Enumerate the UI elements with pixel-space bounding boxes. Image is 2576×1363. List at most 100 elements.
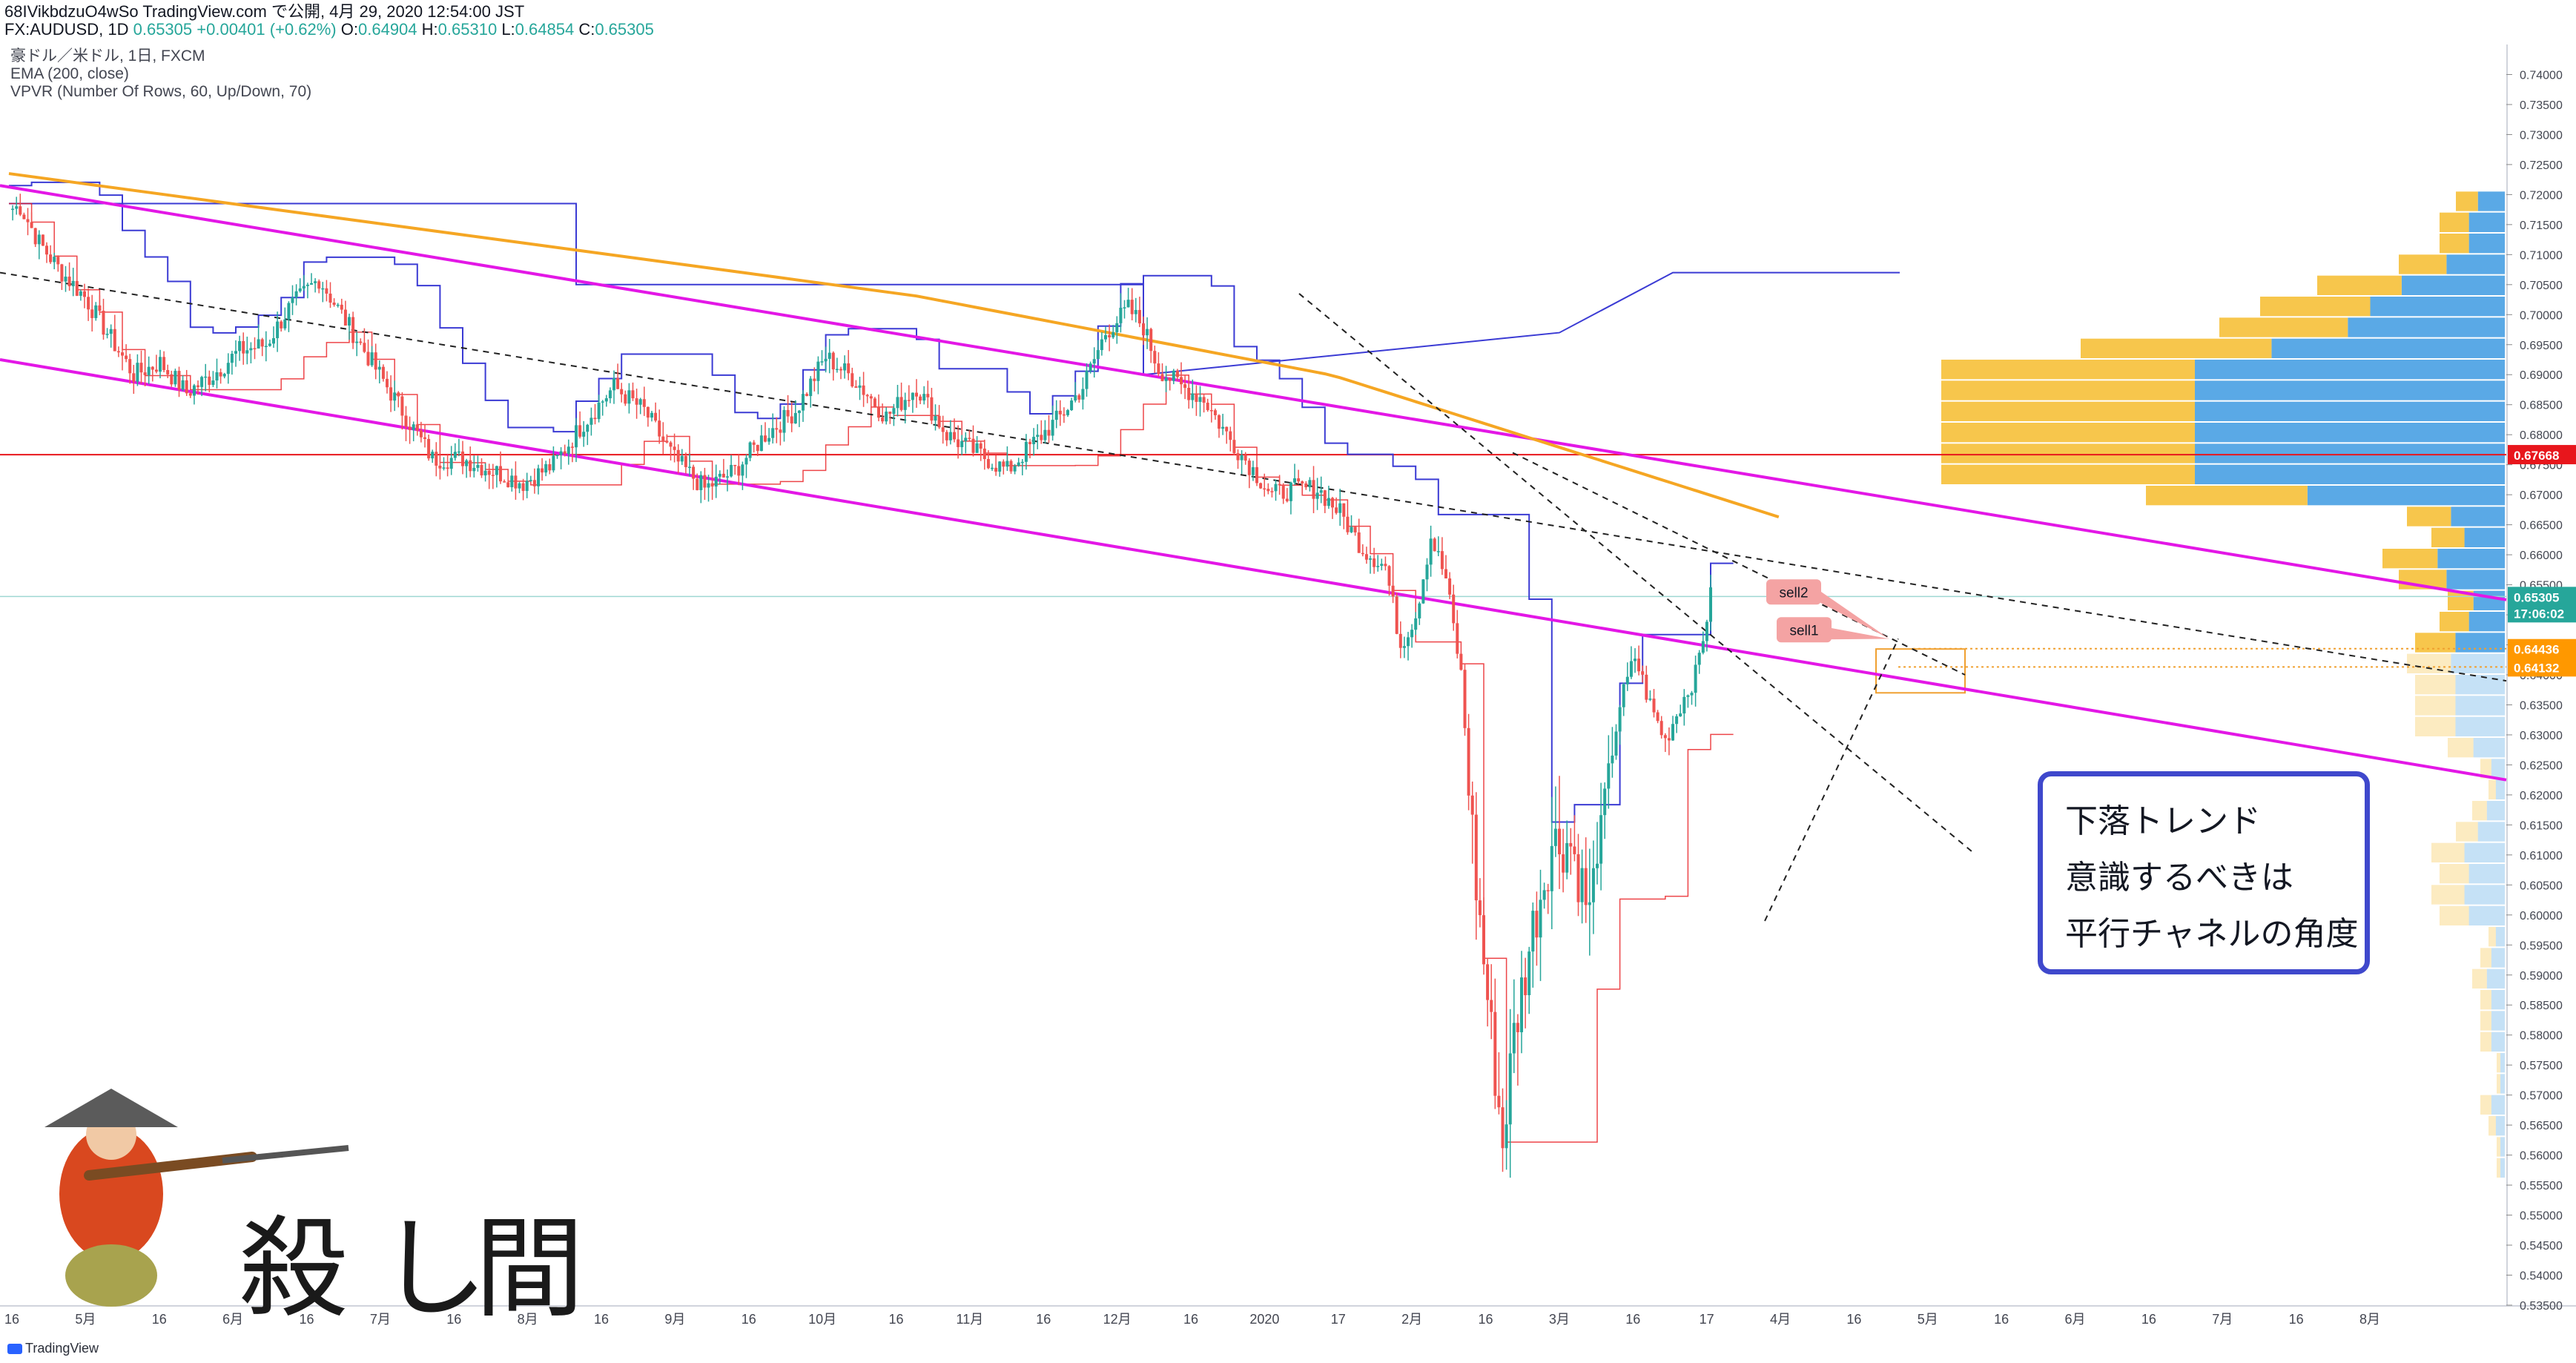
low-value: 0.64854: [515, 20, 575, 39]
candle-body: [1686, 695, 1690, 697]
candle-body: [790, 416, 793, 424]
candle-body: [1240, 455, 1244, 461]
vp-bar-down: [1941, 423, 2195, 443]
indicator-legend[interactable]: 豪ドル／米ドル, 1日, FXCM EMA (200, close) VPVR …: [10, 47, 311, 101]
time-tick-label: 11月: [957, 1312, 984, 1327]
candle-body: [1005, 461, 1009, 467]
candle-body: [975, 443, 979, 453]
vp-bar-up: [2464, 885, 2505, 905]
candle-body: [620, 389, 624, 395]
candle-body: [529, 480, 532, 481]
candle-body: [1410, 630, 1414, 638]
candle-body: [1180, 377, 1183, 385]
candle-body: [1542, 890, 1546, 900]
candle-body: [211, 380, 215, 386]
candle-body: [1198, 397, 1202, 402]
candle-body: [87, 297, 90, 310]
candle-body: [1539, 900, 1542, 938]
candle-body: [764, 435, 767, 442]
time-tick-label: 16: [1036, 1312, 1051, 1327]
candle-body: [627, 390, 631, 404]
open-label: O:: [340, 20, 358, 39]
candle-body: [676, 449, 680, 462]
candle-body: [1376, 566, 1380, 567]
candle-body: [245, 350, 249, 354]
price-label-box: [2508, 638, 2576, 659]
annotation-label: sell1: [1789, 623, 1818, 638]
candle-body: [1183, 384, 1187, 388]
candle-body: [1225, 426, 1229, 432]
price-label-text: 0.67668: [2514, 449, 2559, 463]
candle-body: [1297, 478, 1301, 482]
vp-bar-down: [2489, 1116, 2496, 1136]
candle-body: [1221, 426, 1225, 429]
candle-body: [325, 288, 328, 294]
last-price: 0.65305: [133, 20, 193, 39]
price-tick-label: 0.70500: [2520, 280, 2563, 292]
vp-bar-up: [2195, 380, 2505, 400]
candle-body: [1301, 481, 1304, 484]
candle-body: [1218, 415, 1221, 429]
vp-bar-up: [2307, 486, 2505, 506]
candle-body: [253, 348, 257, 350]
tradingview-icon: [7, 1344, 22, 1355]
candle-body: [328, 293, 332, 303]
candle-body: [865, 395, 869, 397]
candle-body: [1478, 900, 1482, 916]
time-tick-label: 17: [1331, 1312, 1346, 1327]
candle-body: [389, 387, 393, 401]
vp-bar-up: [2464, 842, 2505, 862]
tradingview-footer[interactable]: TradingView: [7, 1341, 99, 1356]
candle-body: [1315, 492, 1319, 499]
candle-body: [1353, 527, 1357, 532]
candle-body: [276, 321, 280, 339]
vp-bar-up: [2500, 1158, 2505, 1178]
candle-body: [1573, 846, 1576, 854]
price-label-text: 17:06:02: [2514, 607, 2564, 621]
vp-bar-up: [2446, 570, 2505, 590]
candle-body: [1123, 307, 1126, 308]
note-box: 下落トレンド 意識するべきは 平行チャネルの角度: [2038, 771, 2370, 974]
candle-body: [548, 463, 552, 471]
vp-bar-up: [2500, 1137, 2505, 1157]
candle-body: [321, 288, 325, 290]
candle-body: [226, 363, 230, 374]
candle-body: [1357, 532, 1361, 553]
vp-bar-down: [2382, 549, 2438, 569]
candle-body: [563, 451, 567, 454]
candle-body: [957, 439, 960, 447]
vp-bar-up: [2468, 234, 2505, 254]
price-tick-label: 0.57500: [2520, 1060, 2563, 1072]
candle-body: [934, 415, 937, 421]
candle-body: [813, 378, 816, 381]
candle-body: [741, 464, 744, 476]
candle-body: [1634, 659, 1637, 661]
candle-body: [926, 394, 930, 397]
candle-body: [67, 277, 71, 286]
candle-body: [1081, 389, 1085, 400]
vp-bar-up: [2495, 1116, 2505, 1136]
vp-bar-down: [2489, 927, 2496, 947]
candle-body: [1463, 670, 1467, 728]
candle-body: [1047, 429, 1051, 436]
candle-body: [1255, 467, 1258, 484]
vp-bar-up: [2195, 423, 2505, 443]
candle-body: [1338, 503, 1342, 513]
candle-body: [1553, 828, 1557, 846]
candle-body: [589, 418, 593, 425]
candle-body: [1172, 370, 1175, 381]
time-tick-label: 17: [1700, 1312, 1714, 1327]
candle-body: [1335, 507, 1338, 513]
candle-body: [646, 406, 650, 418]
candle-body: [1274, 484, 1278, 492]
vp-bar-up: [2455, 716, 2505, 736]
candle-body: [1308, 480, 1312, 488]
candle-body: [192, 385, 196, 396]
candle-body: [555, 455, 559, 456]
candle-body: [1002, 461, 1005, 467]
candle-body: [294, 291, 298, 297]
candle-body: [121, 352, 124, 356]
vp-bar-down: [2415, 633, 2456, 653]
candle-body: [105, 334, 109, 335]
candle-body: [234, 351, 237, 354]
